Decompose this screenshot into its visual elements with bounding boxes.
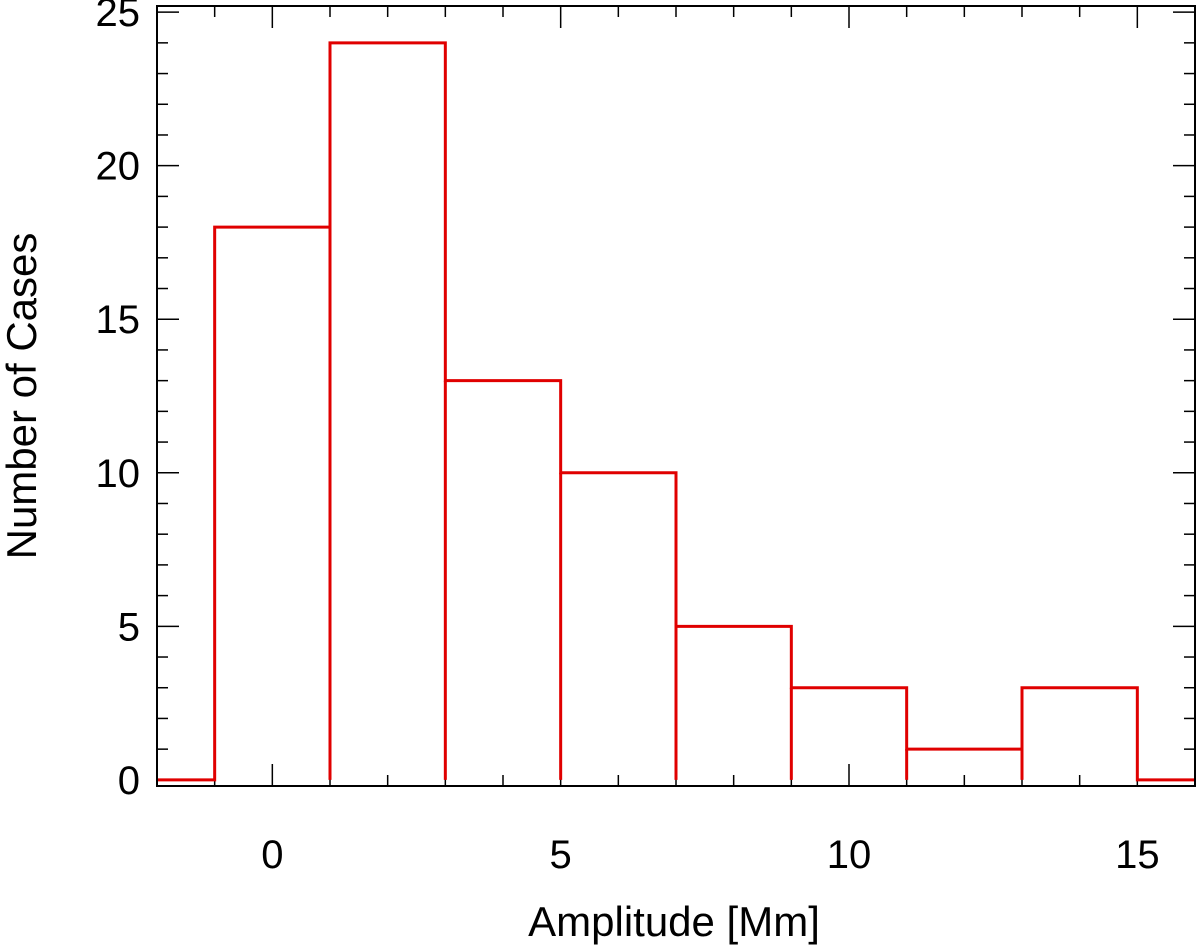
x-tick-label: 0: [261, 833, 283, 877]
x-tick-label: 5: [550, 833, 572, 877]
x-tick-label: 15: [1115, 833, 1160, 877]
y-tick-label: 5: [118, 605, 140, 649]
histogram-outline: [157, 41, 1195, 782]
y-tick-label: 25: [96, 0, 141, 35]
plot-frame: [156, 5, 1196, 787]
tick-labels: 0 5 10 15 0 5 10 15 20 25: [96, 0, 1160, 877]
x-axis-label: Amplitude [Mm]: [528, 898, 820, 945]
x-tick-label: 10: [827, 833, 872, 877]
y-tick-label: 0: [118, 759, 140, 803]
y-axis-label: Number of Cases: [0, 233, 45, 560]
y-tick-label: 20: [96, 145, 141, 189]
y-tick-label: 10: [96, 452, 141, 496]
y-tick-label: 15: [96, 298, 141, 342]
